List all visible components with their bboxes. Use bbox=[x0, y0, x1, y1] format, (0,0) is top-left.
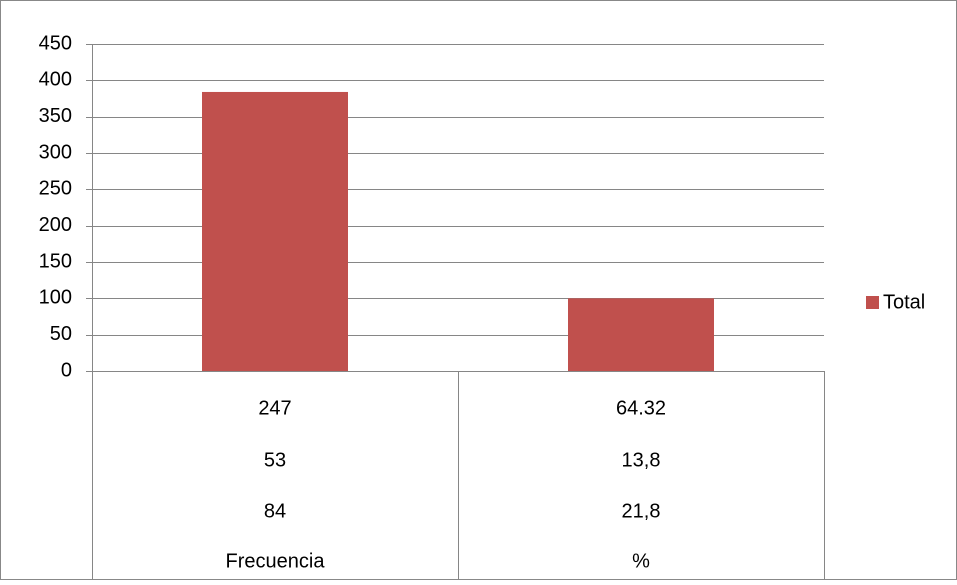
y-tick-label: 250 bbox=[39, 178, 72, 200]
y-tick-label: 400 bbox=[39, 69, 72, 91]
category-label: % bbox=[632, 550, 650, 572]
category-value-label: 13,8 bbox=[622, 449, 661, 471]
y-tick-label: 450 bbox=[39, 32, 72, 54]
bars bbox=[202, 91, 714, 372]
category-table: 247 64.32 53 13,8 84 21,8 Frecuencia% bbox=[92, 371, 825, 580]
legend: Total bbox=[866, 291, 925, 313]
y-tick-label: 150 bbox=[39, 250, 72, 272]
y-axis-ticks: 0 50 100 150 200 250 300 350 400 450 bbox=[39, 32, 92, 381]
y-tick-label: 200 bbox=[39, 214, 72, 236]
y-tick-label: 100 bbox=[39, 287, 72, 309]
category-value-label: 247 bbox=[258, 397, 291, 419]
category-value-label: 64.32 bbox=[616, 397, 666, 419]
category-label: Frecuencia bbox=[226, 550, 326, 572]
category-value-label: 84 bbox=[264, 500, 286, 522]
y-tick-label: 300 bbox=[39, 141, 72, 163]
legend-swatch-total bbox=[866, 296, 879, 309]
y-tick-label: 350 bbox=[39, 105, 72, 127]
y-tick-label: 50 bbox=[50, 323, 72, 345]
bar-frecuencia bbox=[202, 91, 348, 372]
category-value-label: 53 bbox=[264, 449, 286, 471]
y-tick-label: 0 bbox=[61, 359, 72, 381]
bar-percent bbox=[568, 298, 714, 371]
category-value-label: 21,8 bbox=[622, 500, 661, 522]
legend-label-total: Total bbox=[883, 291, 925, 313]
